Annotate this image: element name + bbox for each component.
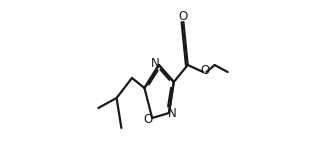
Text: O: O [200,64,210,77]
Text: N: N [151,57,159,70]
Text: O: O [144,113,153,126]
Text: O: O [179,9,188,22]
Text: N: N [168,107,177,120]
